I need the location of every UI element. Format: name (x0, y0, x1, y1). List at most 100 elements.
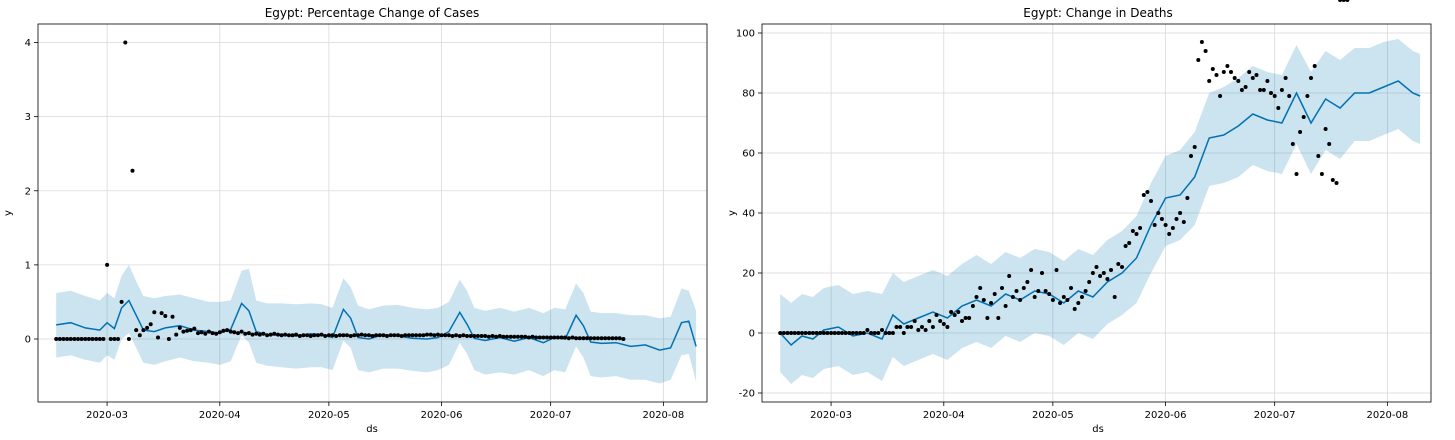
data-point (1000, 286, 1004, 290)
data-point (1290, 142, 1295, 146)
data-point (112, 337, 117, 341)
data-point (239, 329, 244, 334)
data-point (1076, 301, 1081, 305)
data-point (141, 328, 146, 333)
data-point (1287, 94, 1292, 98)
y-tick-label: 100 (736, 29, 755, 40)
data-point (1134, 232, 1139, 236)
data-point (912, 319, 917, 323)
data-point (901, 331, 906, 335)
chart-cases-pct-change: Egypt: Percentage Change of Cases ds y 2… (3, 6, 708, 435)
data-point (850, 331, 855, 335)
data-point (519, 334, 524, 339)
data-point (1123, 244, 1128, 248)
chart-title: Egypt: Percentage Change of Cases (265, 6, 480, 20)
data-point (800, 331, 804, 335)
data-point (559, 335, 564, 340)
data-point (941, 322, 946, 326)
data-point (592, 336, 597, 341)
data-point (276, 332, 280, 337)
data-point (1250, 76, 1255, 80)
data-point (1101, 271, 1106, 275)
data-point (938, 319, 943, 323)
data-point (432, 333, 437, 338)
data-point (90, 337, 95, 341)
x-tick-label: 2020-05 (1032, 410, 1074, 421)
data-point (1083, 289, 1088, 293)
data-point (1261, 88, 1266, 92)
data-point (356, 333, 360, 338)
data-point (1145, 190, 1150, 194)
data-point (399, 334, 404, 338)
data-point (1218, 94, 1223, 98)
y-tick-label: 1 (25, 260, 31, 271)
data-point (414, 333, 419, 338)
data-point (1054, 268, 1059, 272)
data-point (1003, 304, 1008, 308)
data-point (363, 333, 368, 338)
data-point (486, 334, 491, 339)
data-point (1327, 142, 1332, 146)
x-axis-label: ds (366, 424, 378, 435)
data-point (1036, 289, 1041, 293)
data-point (617, 336, 622, 341)
data-point (530, 334, 535, 339)
y-tick-label: 20 (742, 269, 755, 280)
data-point (126, 337, 131, 341)
data-point (606, 336, 611, 341)
data-point (1149, 199, 1153, 203)
x-tick-label: 2020-06 (1145, 410, 1187, 421)
data-point (243, 331, 248, 336)
data-point (490, 334, 495, 338)
data-point (1116, 262, 1121, 266)
data-point (1221, 70, 1226, 74)
data-point (94, 337, 99, 341)
data-point (1159, 217, 1164, 221)
data-point (501, 334, 506, 339)
data-point (829, 331, 834, 335)
y-tick-label: 60 (742, 149, 755, 160)
data-point (1276, 106, 1281, 110)
data-point (1178, 211, 1183, 215)
data-point (148, 322, 153, 327)
data-point (1334, 181, 1339, 185)
data-point (1094, 265, 1099, 269)
data-point (1301, 115, 1306, 119)
data-point (1098, 274, 1103, 278)
data-point (552, 335, 557, 340)
plot-frame (37, 23, 708, 403)
data-point (952, 313, 957, 317)
y-tick-label: 3 (25, 112, 31, 123)
data-point (883, 331, 888, 335)
data-point (65, 337, 70, 341)
data-point (465, 334, 469, 338)
data-point (108, 337, 113, 341)
data-point (1199, 40, 1204, 44)
data-point (814, 331, 819, 335)
uncertainty-band (780, 39, 1421, 384)
data-point (421, 333, 426, 338)
data-point (330, 333, 335, 338)
data-point (312, 333, 317, 338)
data-point (996, 316, 1001, 320)
data-point (1105, 277, 1110, 281)
data-point (370, 334, 375, 338)
y-tick-label: 80 (742, 89, 755, 100)
data-point (981, 298, 986, 302)
data-point (967, 316, 972, 320)
data-point (76, 337, 80, 341)
data-point (810, 331, 815, 335)
data-point (876, 331, 881, 335)
data-point (1007, 274, 1012, 278)
data-point (177, 325, 182, 330)
data-point (1080, 295, 1084, 299)
data-point (61, 337, 66, 341)
gridlines (762, 24, 1431, 402)
x-tick-label: 2020-07 (530, 410, 572, 421)
data-point (203, 331, 208, 336)
data-point (86, 337, 91, 341)
data-point (1265, 79, 1270, 83)
data-point (534, 335, 539, 340)
x-tick-label: 2020-04 (923, 410, 965, 421)
x-tick-label: 2020-05 (308, 410, 350, 421)
